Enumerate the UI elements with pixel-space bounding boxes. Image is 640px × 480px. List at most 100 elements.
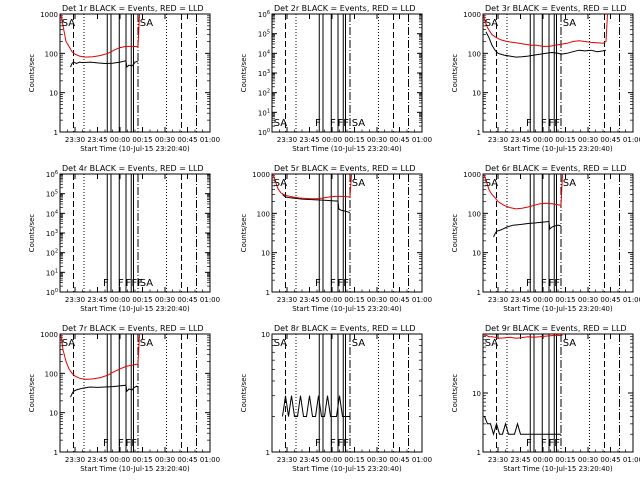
flare-flag-label: F <box>126 278 132 289</box>
saa-flag-label: SA <box>563 338 577 349</box>
x-tick-label: 01:00 <box>412 296 432 304</box>
saa-flag-label: SA <box>563 18 577 29</box>
x-axis-label: Start Time (10-Jul-15 23:20:40) <box>80 465 190 473</box>
events-series-line <box>70 384 139 398</box>
flare-flag-label: FF <box>338 278 350 289</box>
x-tick-label: 00:15 <box>132 296 152 304</box>
panel-7: Det 7r BLACK = Events, RED = LLD 1 10 100 10… <box>28 324 220 473</box>
y-axis-label: Counts/sec <box>451 374 459 413</box>
panel-title: Det 9r BLACK = Events, RED = LLD <box>485 324 627 333</box>
flare-flag-label: F <box>541 438 547 449</box>
flare-flag-label: FF <box>549 278 561 289</box>
saa-flag-label: SA <box>485 178 499 189</box>
y-tick-label: 1000 <box>40 331 58 339</box>
x-tick-label: 23:30 <box>488 456 508 464</box>
x-tick-label: 23:30 <box>488 296 508 304</box>
x-tick-label: 23:30 <box>488 136 508 144</box>
x-tick-label: 23:45 <box>510 136 530 144</box>
x-tick-label: 00:30 <box>578 136 598 144</box>
x-tick-label: 01:00 <box>200 456 220 464</box>
x-tick-label: 00:15 <box>344 456 364 464</box>
x-tick-label: 23:45 <box>299 136 319 144</box>
y-tick-label: 1 <box>266 449 270 457</box>
x-tick-label: 23:30 <box>65 296 85 304</box>
x-axis-label: Start Time (10-Jul-15 23:20:40) <box>292 145 402 153</box>
x-axis-label: Start Time (10-Jul-15 23:20:40) <box>503 465 613 473</box>
saa-flag-label: SA <box>62 18 76 29</box>
flare-flag-label: F <box>118 438 124 449</box>
y-tick-label: 102 <box>46 249 58 258</box>
x-tick-label: 00:00 <box>322 136 342 144</box>
lld-series-line <box>60 13 140 58</box>
y-tick-label: 1000 <box>463 11 481 19</box>
plot-frame <box>271 173 423 293</box>
y-tick-label: 10 <box>49 410 58 418</box>
flare-flag-label: F <box>526 278 532 289</box>
x-tick-label: 00:45 <box>389 296 409 304</box>
x-tick-label: 00:30 <box>155 136 175 144</box>
x-tick-label: 23:45 <box>510 296 530 304</box>
x-tick-label: 23:30 <box>65 136 85 144</box>
y-tick-label: 100 <box>468 50 481 58</box>
y-axis-label: Counts/sec <box>240 54 248 93</box>
x-tick-label: 00:00 <box>533 456 553 464</box>
y-tick-label: 1000 <box>252 171 270 179</box>
lld-series-line <box>483 334 563 339</box>
y-tick-label: 10 <box>472 390 481 398</box>
panel-3: Det 3r BLACK = Events, RED = LLD 1 10 100 10… <box>451 4 640 153</box>
saa-flag-label: SA <box>140 278 154 289</box>
x-tick-label: 00:15 <box>132 136 152 144</box>
x-tick-label: 23:45 <box>87 136 107 144</box>
x-tick-label: 01:00 <box>623 456 640 464</box>
x-tick-label: 01:00 <box>412 136 432 144</box>
saa-flag-label: SA <box>485 18 499 29</box>
lld-series-line <box>272 173 352 200</box>
panel-6: Det 6r BLACK = Events, RED = LLD 1 10 100 10… <box>451 164 640 313</box>
lld-series-line <box>483 173 563 210</box>
flare-flag-label: F <box>526 438 532 449</box>
flare-flag-label: F <box>315 118 321 129</box>
panel-title: Det 1r BLACK = Events, RED = LLD <box>62 4 204 13</box>
y-tick-label: 100 <box>468 210 481 218</box>
flare-flag-label: FF <box>549 118 561 129</box>
saa-flag-label: SA <box>274 338 288 349</box>
y-tick-label: 1 <box>54 449 58 457</box>
x-tick-label: 00:45 <box>177 136 197 144</box>
events-series-line <box>282 395 350 417</box>
y-tick-label: 106 <box>258 10 270 19</box>
y-tick-label: 105 <box>46 190 58 199</box>
x-tick-label: 23:45 <box>299 296 319 304</box>
x-tick-label: 01:00 <box>200 136 220 144</box>
x-tick-label: 01:00 <box>412 456 432 464</box>
saa-flag-label: SA <box>352 118 366 129</box>
x-tick-label: 00:30 <box>367 456 387 464</box>
y-tick-label: 105 <box>258 30 270 39</box>
panel-title: Det 8r BLACK = Events, RED = LLD <box>274 324 416 333</box>
panel-title: Det 3r BLACK = Events, RED = LLD <box>485 4 627 13</box>
x-tick-label: 00:00 <box>322 456 342 464</box>
plot-frame <box>59 13 211 133</box>
x-tick-label: 00:00 <box>322 296 342 304</box>
saa-flag-label: SA <box>485 338 499 349</box>
y-tick-label: 1 <box>266 289 270 297</box>
flare-flag-label: F <box>330 118 336 129</box>
flare-flag-label: F <box>526 118 532 129</box>
panel-title: Det 2r BLACK = Events, RED = LLD <box>274 4 416 13</box>
x-tick-label: 00:15 <box>555 296 575 304</box>
lld-series-line <box>483 13 608 47</box>
x-tick-label: 00:30 <box>578 456 598 464</box>
flare-flag-label: F <box>315 278 321 289</box>
flare-flag-label: FF <box>338 118 350 129</box>
x-tick-label: 00:45 <box>389 136 409 144</box>
y-tick-label: 100 <box>45 50 58 58</box>
x-tick-label: 00:45 <box>600 456 620 464</box>
flare-flag-label: FF <box>126 438 138 449</box>
panel-5: Det 5r BLACK = Events, RED = LLD 1 10 100 10… <box>240 164 432 313</box>
x-tick-label: 00:15 <box>555 456 575 464</box>
flare-flag-label: F <box>330 438 336 449</box>
panel-9: Det 9r BLACK = Events, RED = LLD 1 10 23:30… <box>451 324 640 473</box>
y-tick-label: 100 <box>257 210 270 218</box>
flare-flag-label: F <box>315 438 321 449</box>
x-tick-label: 00:45 <box>177 456 197 464</box>
plot-frame <box>59 333 211 453</box>
